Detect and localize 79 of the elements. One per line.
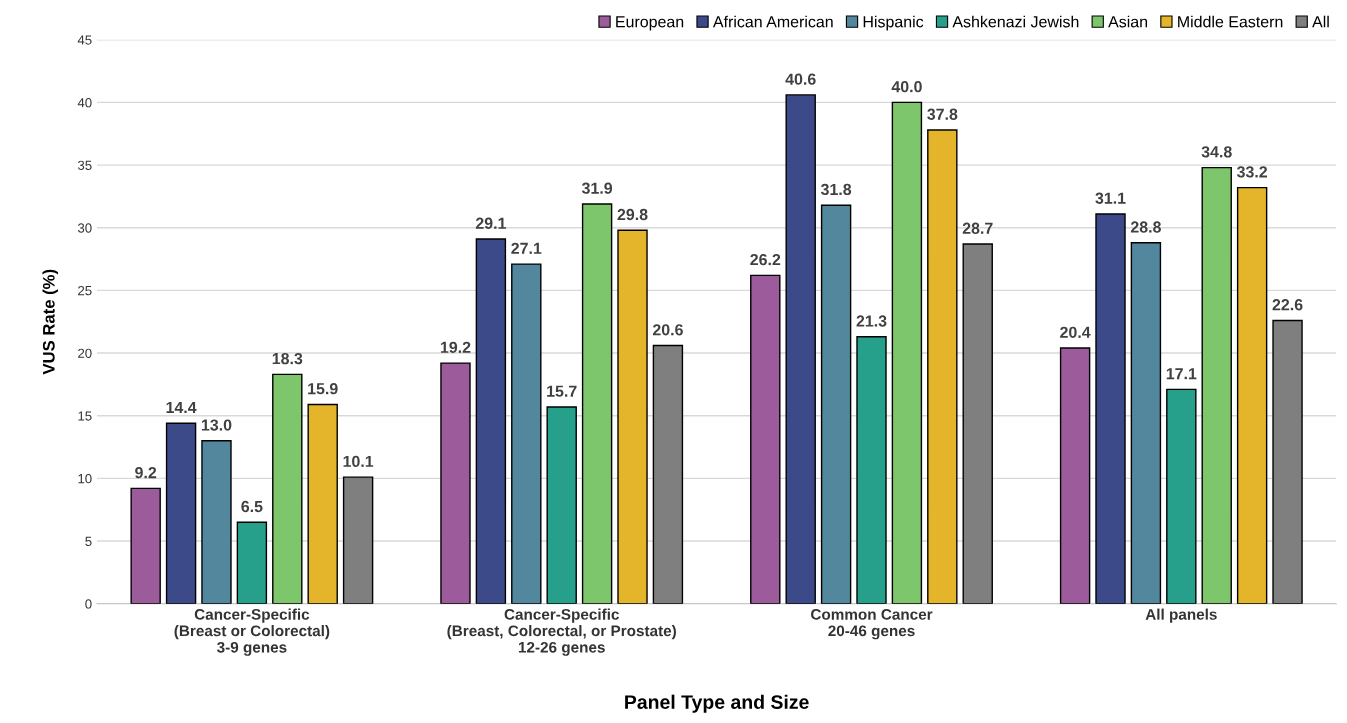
data-label: 17.1	[1166, 368, 1197, 380]
bar	[165, 422, 197, 604]
data-label: 22.6	[1272, 299, 1303, 311]
bar	[1201, 166, 1232, 604]
y-tick-label: 30	[77, 223, 92, 233]
data-label: 28.8	[1130, 221, 1161, 233]
bar	[962, 243, 993, 604]
data-label: 29.8	[617, 208, 648, 221]
data-label: 13.0	[201, 419, 232, 431]
bar	[342, 476, 374, 604]
data-label: 14.4	[166, 402, 197, 413]
y-tick-label: 10	[78, 473, 92, 484]
data-label: 28.7	[962, 222, 993, 234]
y-tick-label: 0	[85, 599, 92, 609]
bar	[652, 344, 684, 604]
data-label: 10.1	[343, 455, 374, 468]
y-tick-label: 40	[77, 97, 92, 108]
data-label: 15.7	[547, 385, 577, 397]
data-label: 20.6	[652, 324, 683, 336]
bar	[475, 238, 507, 604]
x-axis-title: Panel Type and Size	[625, 694, 809, 713]
x-tick-label: All panels	[1145, 608, 1217, 623]
bar	[1059, 347, 1091, 604]
data-label: 18.3	[272, 352, 303, 365]
bar	[201, 440, 232, 604]
y-axis-title: VUS Rate (%)	[42, 269, 58, 375]
bar	[272, 373, 303, 604]
bar	[546, 406, 577, 604]
bar	[891, 101, 923, 604]
data-label: 21.3	[856, 315, 887, 327]
data-label: 20.4	[1060, 326, 1091, 338]
data-label: 40.6	[785, 73, 816, 85]
legend-label: Ashkenazi Jewish	[952, 15, 1079, 28]
data-label: 40.0	[891, 81, 922, 93]
bar	[617, 229, 648, 604]
legend-label: All	[1312, 15, 1329, 28]
legend-label: African American	[712, 15, 833, 28]
data-label: 27.1	[511, 242, 542, 254]
bar	[785, 94, 816, 604]
legend-label: Hispanic	[863, 15, 924, 31]
data-label: 9.2	[135, 467, 157, 479]
y-tick-label: 15	[78, 411, 92, 421]
bar	[1130, 242, 1162, 604]
data-label: 34.8	[1201, 146, 1232, 158]
bar	[307, 403, 338, 604]
bar	[236, 521, 268, 604]
bar	[440, 362, 471, 604]
bar	[1272, 319, 1303, 604]
data-label: 29.1	[475, 217, 506, 229]
bar	[581, 203, 613, 604]
data-label: 31.9	[581, 182, 613, 194]
bar	[856, 336, 887, 604]
bar	[1166, 388, 1197, 604]
legend-label: Middle Eastern	[1178, 15, 1283, 28]
legend-label: Asian	[1108, 15, 1148, 28]
x-tick-label: Cancer-Specific (Breast or Colorectal) 3-9 genes	[174, 608, 330, 656]
y-tick-label: 25	[78, 285, 92, 296]
bar	[1095, 213, 1126, 604]
data-label: 31.8	[820, 183, 852, 196]
bar	[750, 274, 781, 604]
y-tick-label: 20	[78, 348, 92, 358]
bar	[1236, 186, 1268, 604]
x-tick-label: Common Cancer 20-46 genes	[811, 608, 933, 640]
data-label: 26.2	[750, 253, 781, 266]
x-tick-label: Cancer-Specific (Breast, Colorectal, or Prostate) 12-26 genes	[447, 608, 676, 656]
y-tick-label: 45	[77, 35, 92, 45]
bar	[927, 129, 958, 604]
data-label: 6.5	[241, 500, 263, 513]
data-label: 37.8	[927, 108, 958, 120]
data-label: 33.2	[1236, 166, 1268, 178]
bar	[820, 204, 852, 604]
data-label: 15.9	[308, 383, 338, 395]
bar	[130, 487, 161, 604]
y-tick-label: 5	[85, 536, 92, 546]
data-label: 19.2	[440, 341, 471, 353]
y-tick-label: 35	[77, 160, 92, 170]
data-label: 31.1	[1095, 192, 1126, 204]
legend-label: European	[616, 16, 684, 31]
bar	[511, 263, 542, 604]
